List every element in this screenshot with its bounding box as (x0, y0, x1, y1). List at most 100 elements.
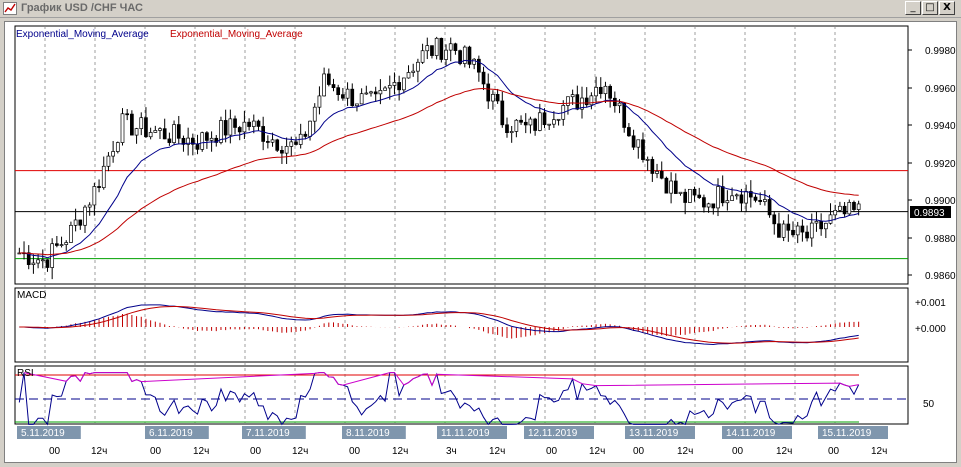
candle-body (345, 88, 350, 99)
candle-body (669, 180, 673, 194)
candle-body (594, 86, 598, 97)
legend-ema-fast: Exponential_Moving_Average (16, 29, 149, 40)
candle-body (139, 117, 144, 129)
candle-body (233, 118, 237, 128)
candle-body (730, 195, 734, 201)
candle-body (228, 118, 233, 136)
chart-canvas[interactable]: Exponential_Moving_Average Exponential_M… (5, 22, 958, 464)
ema-fast-line (19, 59, 859, 259)
candle-body (748, 191, 753, 198)
date-tag-bg (342, 426, 406, 439)
candle-body (650, 159, 655, 174)
candle-body (78, 219, 83, 226)
candle-body (852, 202, 856, 210)
hour-label: 12ч (193, 446, 209, 457)
candle-body (800, 225, 805, 233)
candle-body (547, 123, 552, 126)
close-button[interactable]: X (939, 1, 955, 15)
candle-body (744, 191, 748, 204)
candle-body (481, 71, 486, 85)
price-panel[interactable] (14, 25, 909, 285)
date-tag-bg (437, 426, 507, 439)
candle-body (491, 94, 495, 102)
candle-body (45, 259, 50, 268)
candle-body (355, 103, 359, 107)
date-tag-bg (17, 426, 81, 439)
candle-body (434, 37, 439, 56)
chart-app-icon (3, 2, 17, 15)
hour-label: 00 (633, 446, 645, 457)
candle-body (209, 137, 214, 141)
candle-body (205, 132, 209, 141)
hour-label: 00 (349, 446, 361, 457)
candle-body (176, 124, 181, 139)
candle-body (627, 127, 631, 137)
y-tick-label: 0.9940 (925, 121, 956, 132)
candle-body (134, 128, 139, 136)
chart-area[interactable]: Exponential_Moving_Average Exponential_M… (4, 21, 957, 463)
hour-label: 12ч (292, 446, 308, 457)
candle-body (688, 188, 692, 203)
candle-body (523, 121, 528, 126)
candle-body (692, 188, 697, 196)
title-bar[interactable]: График USD /CHF ЧАС _ □ X (0, 0, 961, 18)
candle-body (767, 199, 772, 216)
y-tick-label: 0.9980 (925, 46, 956, 57)
candle-body (289, 141, 294, 147)
hour-label: 12ч (776, 446, 792, 457)
candle-body (823, 222, 828, 230)
date-tag-label: 8.11.2019 (346, 428, 390, 439)
macd-panel[interactable] (14, 287, 909, 363)
candle-body (341, 94, 345, 99)
date-tag-bg (242, 426, 306, 439)
candle-body (111, 151, 115, 157)
candle-body (838, 205, 842, 211)
maximize-button[interactable]: □ (922, 1, 938, 15)
candle-body (805, 231, 809, 239)
minimize-button[interactable]: _ (905, 1, 921, 15)
date-tag-bg (625, 426, 695, 439)
candle-body (397, 82, 401, 91)
candle-body (387, 85, 392, 89)
date-tag: 14.11.2019 (722, 426, 792, 439)
rsi-overbought-segment (23, 372, 859, 387)
candle-body (153, 130, 158, 133)
date-tag-bg (145, 426, 209, 439)
candle-body (83, 206, 87, 226)
candle-body (266, 141, 270, 143)
rsi-line (18, 372, 860, 426)
candle-body (683, 191, 688, 203)
candle-body (739, 194, 744, 204)
candle-body (519, 119, 523, 123)
candle-body (486, 83, 491, 102)
candle-body (223, 120, 228, 136)
candle-body (242, 121, 247, 133)
candle-body (326, 73, 331, 85)
candle-body (115, 142, 120, 152)
candle-body (720, 186, 725, 204)
candle-body (167, 138, 172, 143)
macd-tick-label: +0.000 (915, 324, 946, 335)
candle-body (425, 45, 430, 52)
candle-body (219, 120, 223, 143)
candle-body (819, 221, 823, 230)
candle-body (641, 139, 645, 160)
date-tag: 7.11.2019 (242, 426, 306, 439)
current-price-label: 0.9893 (914, 208, 945, 219)
date-tag: 13.11.2019 (625, 426, 695, 439)
candle-body (603, 85, 608, 95)
date-tag-label: 5.11.2019 (21, 428, 65, 439)
y-tick-label: 0.9880 (925, 234, 956, 245)
candle-body (786, 223, 791, 231)
hour-axis: 00 12ч 00 12ч 00 12ч 00 12ч 3ч 12ч 00 12ч 00 12ч 00 12ч… (49, 446, 887, 457)
candle-body (702, 197, 706, 208)
price-candles (17, 36, 861, 280)
y-tick-label: 0.9860 (925, 271, 956, 282)
candle-body (270, 139, 275, 143)
candle-body (734, 194, 739, 197)
hour-label: 00 (546, 446, 558, 457)
candle-body (706, 203, 711, 208)
candle-body (383, 87, 387, 91)
candle-body (59, 244, 64, 246)
candle-body (847, 202, 852, 215)
